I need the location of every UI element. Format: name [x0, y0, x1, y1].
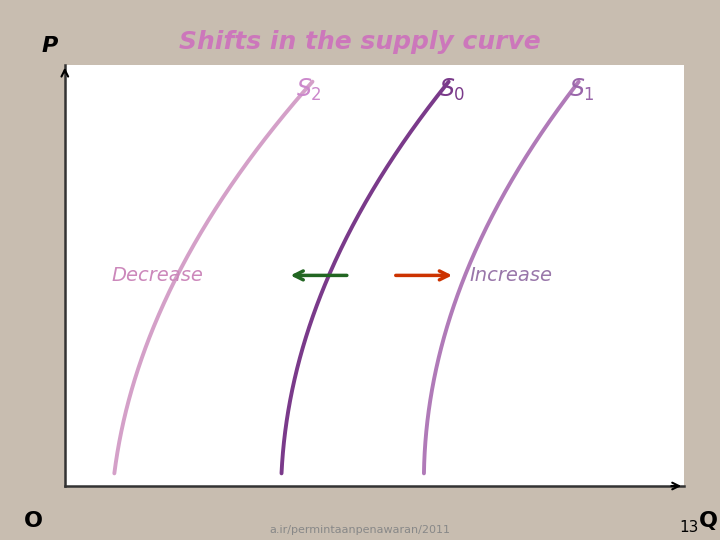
Text: $S_0$: $S_0$ [438, 77, 465, 103]
Text: P: P [41, 36, 58, 56]
Text: a.ir/permintaanpenawaran/2011: a.ir/permintaanpenawaran/2011 [269, 524, 451, 535]
Text: O: O [24, 511, 43, 531]
Text: Decrease: Decrease [112, 266, 204, 285]
Text: $S_1$: $S_1$ [569, 77, 595, 103]
Text: Increase: Increase [469, 266, 552, 285]
Text: Q: Q [699, 511, 719, 531]
Text: 13: 13 [679, 519, 698, 535]
Text: Shifts in the supply curve: Shifts in the supply curve [179, 30, 541, 53]
Text: $S_2$: $S_2$ [297, 77, 323, 103]
